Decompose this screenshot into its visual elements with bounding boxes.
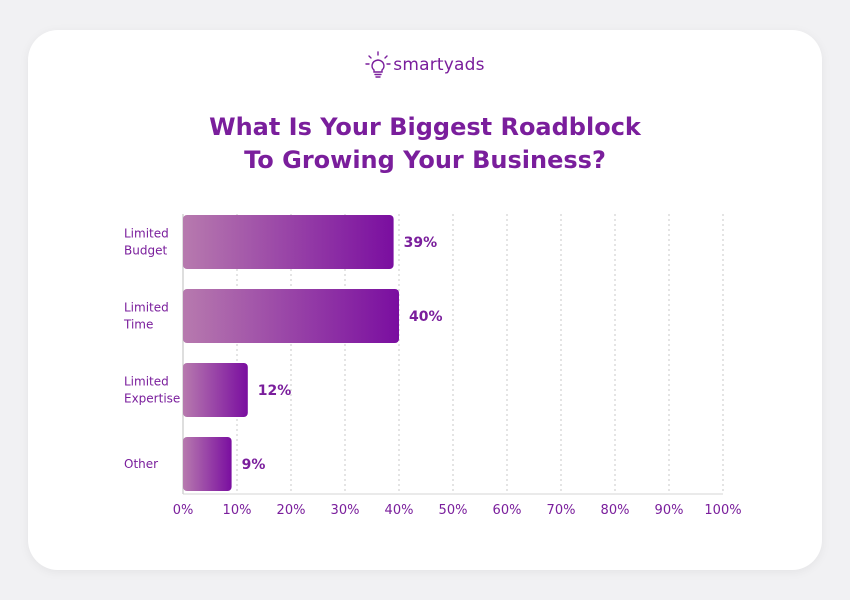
category-label: Time (123, 318, 153, 332)
chart-title-line-2: To Growing Your Business? (244, 146, 606, 174)
x-tick-label: 20% (277, 503, 306, 518)
category-label: Other (124, 457, 158, 471)
x-tick-label: 90% (655, 503, 684, 518)
x-tick-label: 70% (547, 503, 576, 518)
category-label: Budget (124, 244, 167, 258)
chart-title-line-1: What Is Your Biggest Roadblock (209, 113, 641, 141)
bar (183, 215, 394, 269)
x-tick-label: 0% (173, 503, 194, 518)
category-label: Limited (124, 227, 169, 241)
bar (183, 289, 399, 343)
x-tick-label: 100% (704, 503, 741, 518)
x-tick-label: 60% (493, 503, 522, 518)
value-label: 40% (409, 309, 443, 325)
chart-title: What Is Your Biggest Roadblock To Growin… (0, 111, 850, 177)
x-tick-label: 50% (439, 503, 468, 518)
lightbulb-icon (365, 51, 391, 78)
chart-card (28, 30, 822, 570)
value-label: 9% (242, 457, 266, 473)
value-label: 39% (404, 235, 438, 251)
bars (183, 215, 399, 491)
category-label: Expertise (124, 392, 180, 406)
logo: smartyads (0, 51, 850, 79)
logo-text: smartyads (393, 55, 485, 75)
x-tick-label: 80% (601, 503, 630, 518)
x-tick-label: 10% (223, 503, 252, 518)
category-label: Limited (124, 375, 169, 389)
x-tick-label: 30% (331, 503, 360, 518)
bar (183, 363, 248, 417)
x-tick-label: 40% (385, 503, 414, 518)
category-label: Limited (124, 301, 169, 315)
value-label: 12% (258, 383, 292, 399)
bar (183, 437, 232, 491)
labels: 0% 10% 20% 30% 40% 50% 60% 70% 80% 90% 100% 39% Limi… (123, 227, 742, 519)
